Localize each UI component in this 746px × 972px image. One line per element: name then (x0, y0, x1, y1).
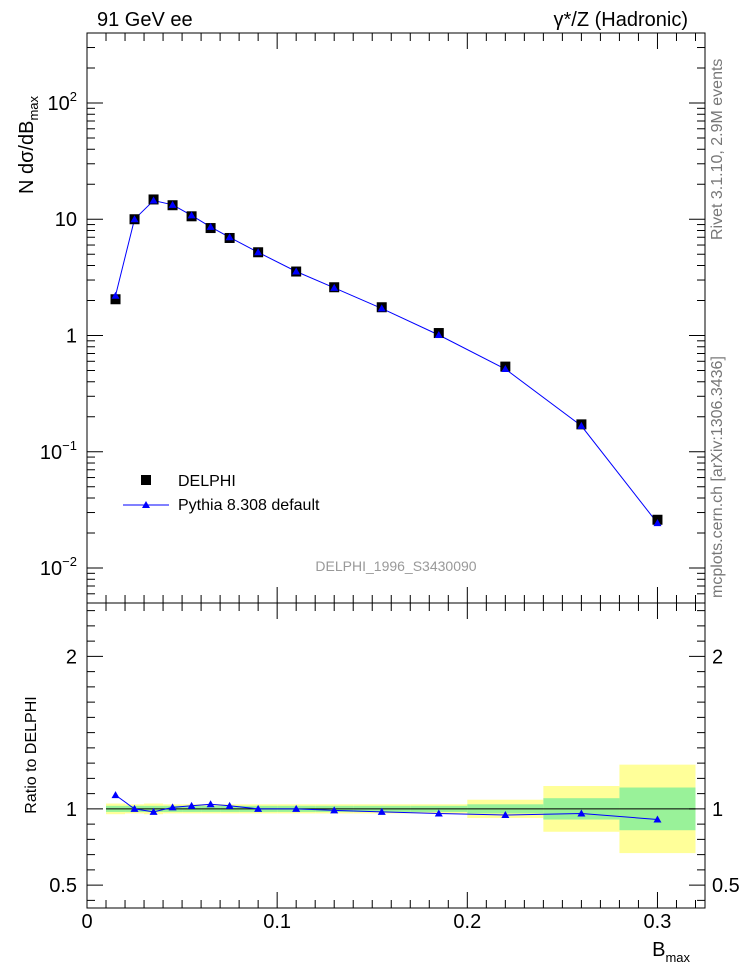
legend-mc-label: Pythia 8.308 default (178, 497, 320, 514)
main-y-tick-label: 10 (55, 209, 77, 231)
legend-data-label: DELPHI (178, 473, 236, 490)
ratio-y-tick-label-right: 1 (712, 799, 723, 821)
mc-point (653, 519, 662, 527)
ratio-tick-labels: 2 21 10.5 0.50 0.1 0.2 0.3 (49, 646, 740, 933)
mc-point (330, 283, 339, 291)
ratio-mc-point (168, 803, 177, 811)
x-tick-label: 0.1 (263, 911, 291, 933)
main-plot-panel: 102 10 1 10−1 10−2 DELPHI_1996_S3430090 DELP… (40, 32, 706, 604)
ratio-y-tick-label: 1 (66, 799, 77, 821)
mc-point (254, 248, 263, 256)
ratio-mc-point (434, 809, 443, 817)
main-plot-frame (86, 32, 706, 604)
ratio-mc-point (130, 804, 139, 812)
ratio-mc-point (254, 804, 263, 812)
legend-mc-marker (142, 501, 150, 508)
ratio-plot-frame (86, 602, 706, 909)
ratio-mc-point (292, 804, 301, 812)
x-axis-label: Bmax (652, 939, 690, 965)
ratio-mc-point (187, 801, 196, 809)
ratio-axis-ticks (86, 603, 705, 908)
main-axis-ticks (86, 32, 705, 604)
main-y-tick-label: 10−1 (40, 438, 77, 464)
ratio-y-tick-label-right: 0.5 (712, 875, 740, 897)
ratio-y-tick-label: 2 (66, 646, 77, 668)
ratio-series-layer (111, 791, 662, 823)
mc-point (187, 211, 196, 219)
x-tick-label: 0.2 (453, 911, 481, 933)
legend: DELPHI Pythia 8.308 default (123, 473, 320, 514)
mc-point (206, 222, 215, 230)
main-series-layer (110, 194, 663, 527)
main-y-tick-labels: 102 10 1 10−1 10−2 (40, 89, 77, 580)
mc-point (377, 304, 386, 312)
ratio-mc-point (501, 810, 510, 818)
mcplots-label: mcplots.cern.ch [arXiv:1306.3436] (709, 356, 726, 598)
header-right-label: γ*/Z (Hadronic) (554, 9, 688, 31)
mc-point (168, 200, 177, 208)
mc-point (577, 421, 586, 429)
ratio-y-tick-label-right: 2 (712, 646, 723, 668)
mc-point (292, 267, 301, 275)
header-left-label: 91 GeV ee (97, 9, 193, 31)
main-y-tick-label: 102 (48, 89, 77, 115)
ratio-mc-point (149, 807, 158, 815)
mc-point (111, 291, 120, 299)
mc-point (130, 215, 139, 223)
watermark-label: DELPHI_1996_S3430090 (315, 558, 476, 574)
ratio-mc-point (653, 815, 662, 823)
ratio-mc-point (206, 800, 215, 808)
main-y-tick-label: 10−2 (40, 554, 77, 580)
data-point (110, 294, 121, 305)
legend-data-marker (141, 475, 151, 485)
ratio-mc-point (111, 791, 120, 799)
main-y-tick-label: 1 (66, 325, 77, 347)
ratio-mc-point (225, 801, 234, 809)
ratio-mc-point (377, 807, 386, 815)
rivet-version-label: Rivet 3.1.10, 2.9M events (709, 59, 726, 240)
mc-point (225, 233, 234, 241)
x-tick-label: 0 (81, 911, 92, 933)
mc-point (434, 330, 443, 338)
mc-point (149, 196, 158, 204)
ratio-y-tick-label: 0.5 (49, 875, 77, 897)
ratio-mc-point (577, 809, 586, 817)
x-tick-label: 0.3 (644, 911, 672, 933)
ratio-y-axis-label: Ratio to DELPHI (23, 696, 40, 813)
mc-point (501, 365, 510, 373)
ratio-mc-point (330, 806, 339, 814)
main-y-axis-label: N dσ/dBmax (16, 95, 41, 194)
ratio-uncertainty-bands (106, 764, 696, 854)
ratio-plot-panel: 2 21 10.5 0.50 0.1 0.2 0.3 (49, 602, 740, 933)
